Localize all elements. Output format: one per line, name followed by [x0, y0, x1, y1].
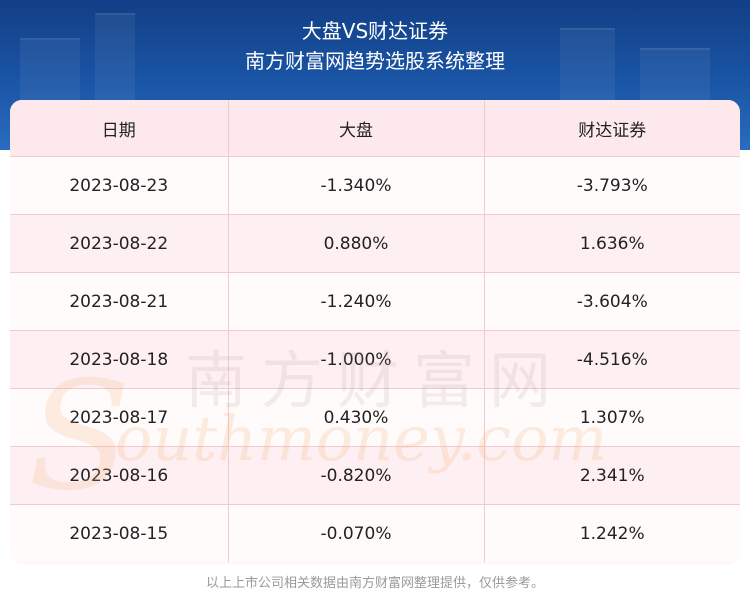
footer-note: 以上上市公司相关数据由南方财富网整理提供，仅供参考。	[205, 576, 544, 591]
market-change-cell: -1.000%	[228, 330, 485, 389]
table-row: 2023-08-22 0.880% 1.636%	[10, 214, 740, 273]
stock-change-cell: -3.793%	[484, 156, 740, 215]
stock-change-cell: 1.636%	[484, 214, 740, 273]
date-cell: 2023-08-18	[10, 330, 229, 389]
date-cell: 2023-08-15	[10, 504, 229, 562]
banner-building	[95, 13, 135, 110]
stock-change-cell: -3.604%	[484, 272, 740, 331]
comparison-table: 日期 大盘 财达证券 2023-08-23 -1.340% -3.793% 20…	[10, 100, 740, 562]
table-row: 2023-08-21 -1.240% -3.604%	[10, 272, 740, 331]
banner-building	[560, 28, 615, 110]
table-row: 2023-08-23 -1.340% -3.793%	[10, 156, 740, 215]
stock-change-cell: 1.307%	[484, 388, 740, 447]
table-row: 2023-08-15 -0.070% 1.242%	[10, 504, 740, 562]
banner-building	[20, 38, 80, 110]
page-title: 大盘VS财达证券	[301, 19, 449, 43]
stock-change-cell: -4.516%	[484, 330, 740, 389]
banner-building	[640, 48, 710, 110]
column-header-market: 大盘	[228, 100, 485, 157]
date-cell: 2023-08-22	[10, 214, 229, 273]
market-change-cell: -1.340%	[228, 156, 485, 215]
header-titles: 大盘VS财达证券 南方财富网趋势选股系统整理	[0, 16, 750, 76]
table-row: 2023-08-16 -0.820% 2.341%	[10, 446, 740, 505]
column-header-date: 日期	[10, 100, 229, 157]
stock-change-cell: 2.341%	[484, 446, 740, 505]
date-cell: 2023-08-23	[10, 156, 229, 215]
market-change-cell: 0.880%	[228, 214, 485, 273]
table-row: 2023-08-17 0.430% 1.307%	[10, 388, 740, 447]
stock-change-cell: 1.242%	[484, 504, 740, 562]
page-subtitle: 南方财富网趋势选股系统整理	[245, 49, 505, 73]
column-header-stock: 财达证券	[484, 100, 740, 157]
table-header-row: 日期 大盘 财达证券	[10, 100, 740, 157]
table-row: 2023-08-18 -1.000% -4.516%	[10, 330, 740, 389]
market-change-cell: -1.240%	[228, 272, 485, 331]
date-cell: 2023-08-21	[10, 272, 229, 331]
market-change-cell: -0.070%	[228, 504, 485, 562]
date-cell: 2023-08-16	[10, 446, 229, 505]
date-cell: 2023-08-17	[10, 388, 229, 447]
comparison-table-card: 日期 大盘 财达证券 2023-08-23 -1.340% -3.793% 20…	[10, 100, 740, 564]
market-change-cell: 0.430%	[228, 388, 485, 447]
market-change-cell: -0.820%	[228, 446, 485, 505]
